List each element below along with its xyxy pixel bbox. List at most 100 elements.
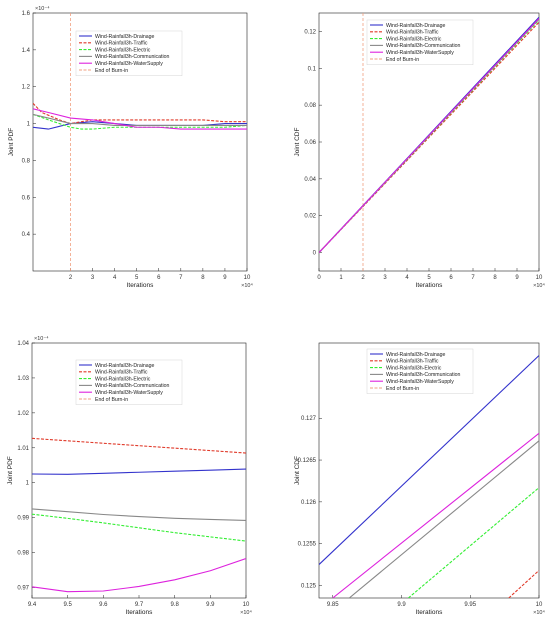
y-tick-label: 1.2 [22, 85, 31, 91]
chart-p4: 9.85 9.9 9.95 10 0.125 0.1255 0.126 0.1265 0.127… [294, 342, 545, 616]
x-tick-label: 0 [317, 275, 321, 281]
x-tick-label: 9.85 [327, 602, 339, 608]
legend-label-traffic: Wind-Rainfall3h-Traffic [95, 370, 148, 376]
series-group [319, 16, 539, 253]
legend-label-traffic: Wind-Rainfall3h-Traffic [386, 30, 439, 36]
y-tick-label: 0.97 [17, 586, 29, 592]
legend-label-communication: Wind-Rainfall3h-Communication [386, 372, 460, 378]
y-tick-label: 0.6 [22, 195, 31, 201]
y-tick-label: 0.126 [301, 500, 317, 506]
legend-label-watersupply: Wind-Rainfall3h-WaterSupply [95, 61, 163, 67]
x-tick-label: 6 [449, 275, 453, 281]
y-tick-label: 1.4 [22, 48, 31, 54]
legend-label-watersupply: Wind-Rainfall3h-WaterSupply [386, 50, 454, 56]
series-line-traffic [33, 102, 247, 125]
chart-p2: 0 1 2 3 4 5 6 7 8 9 10 0 0.02 0.04 0.06 0.08 0.1 0.12 ×10⁴… [294, 12, 545, 289]
x-tick-label: 10 [536, 602, 543, 608]
y-tick-label: 0.08 [304, 103, 316, 109]
y-tick-label: 0.04 [304, 177, 316, 183]
y-tick-label: 0.4 [22, 232, 31, 238]
legend-label-drainage: Wind-Rainfall3h-Drainage [386, 352, 446, 358]
legend-label-electric: Wind-Rainfall3h-Electric [95, 47, 151, 53]
legend-box [75, 30, 183, 76]
x-tick-label: 2 [361, 275, 365, 281]
legend-label-watersupply: Wind-Rainfall3h-WaterSupply [386, 379, 454, 385]
x-tick-label: 9 [223, 275, 227, 281]
legend-box [366, 348, 474, 394]
x-tick-label: 10 [243, 602, 250, 608]
y-axis-label: Joint CDF [294, 456, 301, 485]
x-tick-label: 3 [383, 275, 387, 281]
x-tick-label: 8 [201, 275, 205, 281]
x-tick-label: 7 [179, 275, 183, 281]
series-line-watersupply [332, 432, 539, 598]
x-exponent: ×10⁴ [533, 282, 545, 289]
chart-p3: 9.4 9.5 9.6 9.7 9.8 9.9 10 0.97 0.98 0.99 1 1.01 1.0… [7, 335, 252, 616]
series-line-communication [33, 113, 247, 126]
y-exponent: ×10⁻⁴ [34, 335, 49, 342]
y-tick-label: 1 [26, 481, 30, 487]
legend: Wind-Rainfall3h-DrainageWind-Rainfall3h-… [75, 30, 183, 76]
legend: Wind-Rainfall3h-Drainage Wind-Rainfall3h-… [366, 348, 474, 394]
legend-label-burnin: End of Burn-in [386, 57, 419, 63]
series-line-communication [348, 440, 539, 598]
series-line-watersupply [32, 558, 246, 593]
y-tick-label: 0.1265 [298, 458, 317, 464]
y-tick-label: 1.02 [17, 411, 29, 417]
series-line-watersupply [33, 108, 247, 130]
y-tick-label: 0.1 [308, 66, 317, 72]
x-exponent: ×10⁴ [533, 609, 545, 616]
chart-p1: 2 3 4 5 6 7 8 9 10 0.4 0.6 0.8 1 1.2 1.4 1.6 ×10⁴ ×10⁻⁴ It… [8, 5, 253, 289]
series-group [319, 355, 539, 598]
series-line-traffic [319, 21, 539, 253]
x-axis-label: Iterations [126, 609, 153, 616]
legend-label-communication: Wind-Rainfall3h-Communication [95, 383, 169, 389]
x-tick-label: 7 [471, 275, 475, 281]
x-tick-label: 1 [339, 275, 343, 281]
legend-label-drainage: Wind-Rainfall3h-Drainage [95, 363, 155, 369]
x-tick-label: 9.95 [464, 602, 476, 608]
y-tick-label: 0.8 [22, 158, 31, 164]
x-exponent: ×10⁴ [241, 282, 253, 289]
x-axis-label: Iterations [416, 282, 443, 289]
x-tick-label: 4 [405, 275, 409, 281]
x-tick-label: 6 [157, 275, 161, 281]
series-line-communication [32, 508, 246, 521]
y-tick-label: 0.12 [304, 29, 316, 35]
legend: Wind-Rainfall3h-DrainageWind-Rainfall3h-… [75, 359, 183, 405]
x-tick-label: 9.4 [28, 602, 37, 608]
series-line-watersupply [319, 18, 539, 253]
x-tick-label: 10 [536, 275, 543, 281]
series-line-traffic [508, 570, 539, 598]
legend-label-drainage: Wind-Rainfall3h-Drainage [95, 34, 155, 40]
series-line-electric [33, 113, 247, 130]
x-exponent: ×10⁴ [240, 609, 252, 616]
legend-label-burnin: End of Burn-in [95, 68, 128, 74]
y-tick-label: 1 [27, 122, 31, 128]
x-tick-label: 9.9 [397, 602, 406, 608]
x-tick-label: 10 [244, 275, 251, 281]
x-tick-label: 4 [113, 275, 117, 281]
series-group [33, 102, 247, 130]
legend-label-traffic: Wind-Rainfall3h-Traffic [95, 41, 148, 47]
legend: Wind-Rainfall3h-DrainageWind-Rainfall3h-… [366, 19, 474, 65]
y-tick-label: 0.99 [17, 516, 29, 522]
series-line-electric [408, 487, 539, 598]
y-tick-label: 0.125 [301, 583, 317, 589]
legend-label-electric: Wind-Rainfall3h-Electric [386, 365, 442, 371]
y-axis-label: Joint PDF [7, 456, 14, 485]
y-axis-label: Joint PDF [8, 128, 15, 157]
x-tick-label: 2 [69, 275, 73, 281]
x-tick-label: 9.8 [170, 602, 179, 608]
x-tick-label: 9.6 [99, 602, 108, 608]
x-tick-label: 8 [493, 275, 497, 281]
x-tick-label: 9.5 [63, 602, 72, 608]
legend-box [75, 359, 183, 405]
y-tick-label: 0.06 [304, 140, 316, 146]
y-tick-label: 1.04 [17, 341, 29, 347]
y-tick-label: 1.03 [17, 376, 29, 382]
x-tick-label: 9 [515, 275, 519, 281]
legend-label-electric: Wind-Rainfall3h-Electric [386, 36, 442, 42]
x-tick-label: 5 [135, 275, 139, 281]
